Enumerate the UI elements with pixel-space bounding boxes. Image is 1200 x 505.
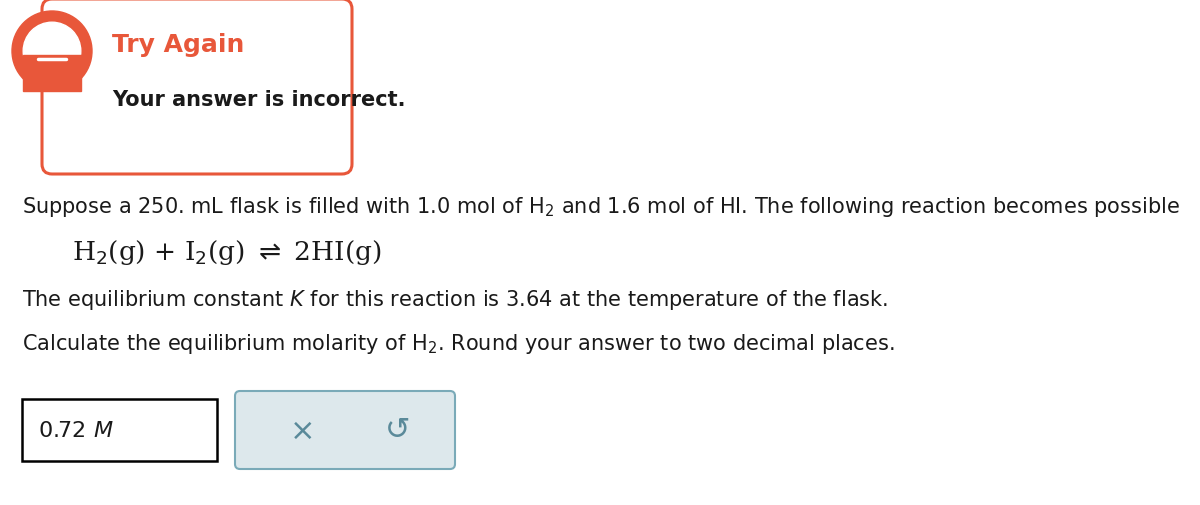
Circle shape: [23, 23, 80, 81]
FancyBboxPatch shape: [22, 399, 217, 461]
Polygon shape: [23, 56, 80, 92]
Text: Suppose a 250. mL flask is filled with 1.0 mol of H$_2$ and 1.6 mol of HI. The f: Suppose a 250. mL flask is filled with 1…: [22, 194, 1180, 219]
Text: Your answer is incorrect.: Your answer is incorrect.: [112, 90, 406, 110]
Text: Try Again: Try Again: [112, 33, 245, 57]
FancyBboxPatch shape: [235, 391, 455, 469]
Text: Calculate the equilibrium molarity of H$_2$. Round your answer to two decimal pl: Calculate the equilibrium molarity of H$…: [22, 331, 894, 356]
Text: ↺: ↺: [385, 416, 410, 444]
Text: The equilibrium constant $K$ for this reaction is 3.64 at the temperature of the: The equilibrium constant $K$ for this re…: [22, 287, 888, 312]
Circle shape: [12, 12, 92, 92]
FancyBboxPatch shape: [42, 0, 352, 175]
Text: $0.72\ M$: $0.72\ M$: [38, 419, 114, 441]
Polygon shape: [38, 74, 54, 88]
Text: H$_2$(g) + I$_2$(g) $\rightleftharpoons$ 2HI(g): H$_2$(g) + I$_2$(g) $\rightleftharpoons$…: [72, 237, 382, 267]
Text: ×: ×: [290, 416, 316, 444]
